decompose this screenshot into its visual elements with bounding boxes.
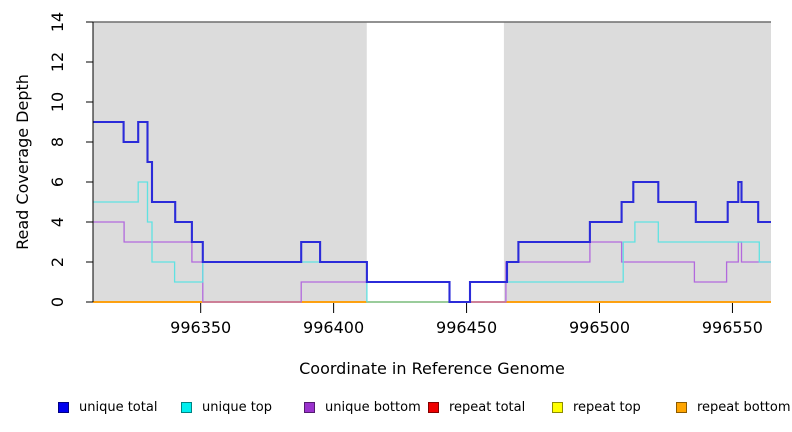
legend-swatch-repeat-total (428, 401, 439, 413)
y-tick-label: 8 (48, 137, 67, 147)
legend-label: unique top (202, 399, 273, 415)
y-tick-label: 12 (48, 52, 67, 72)
y-tick-label: 6 (48, 177, 67, 187)
legend-label: repeat total (449, 399, 526, 415)
legend-item-repeat-top: repeat top (552, 398, 641, 416)
legend-label: unique total (79, 399, 158, 415)
series-lines-layer (93, 120, 771, 304)
axes-layer: 0 2 4 6 8 10 12 14 996350 996400 996450 996500 99655… (48, 12, 763, 337)
y-tick-label: 2 (48, 257, 67, 267)
y-tick-label: 4 (48, 217, 67, 227)
y-tick-label: 10 (48, 92, 67, 112)
legend-label: repeat bottom (697, 399, 791, 415)
shaded-region-left (93, 22, 367, 302)
legend-swatch-repeat-top (552, 401, 563, 413)
legend-item-unique-total: unique total (58, 398, 157, 416)
gap-region (366, 22, 504, 302)
legend: unique total unique top unique bottom repea… (0, 398, 792, 422)
x-tick-label: 996500 (569, 318, 630, 337)
legend-label: unique bottom (325, 399, 421, 415)
legend-swatch-unique-top (181, 401, 192, 413)
y-tick-label: 0 (48, 297, 67, 307)
legend-item-unique-bottom: unique bottom (304, 398, 421, 416)
legend-swatch-unique-bottom (304, 401, 315, 413)
legend-swatch-repeat-bottom (676, 401, 687, 413)
y-tick-label: 14 (48, 12, 67, 32)
series-unique-bottom-line (93, 221, 771, 303)
legend-label: repeat top (573, 399, 641, 415)
x-tick-label: 996400 (303, 318, 364, 337)
x-tick-label: 996450 (436, 318, 497, 337)
legend-item-repeat-total: repeat total (428, 398, 525, 416)
legend-item-unique-top: unique top (181, 398, 272, 416)
shaded-region-right (503, 22, 771, 302)
y-axis-title: Read Coverage Depth (13, 74, 32, 250)
x-axis-title: Coordinate in Reference Genome (299, 359, 565, 378)
x-tick-label: 996350 (170, 318, 231, 337)
series-unique-total-line (93, 120, 771, 304)
x-tick-label: 996550 (702, 318, 763, 337)
plot-background-layer (93, 21, 771, 302)
legend-item-repeat-bottom: repeat bottom (676, 398, 791, 416)
legend-swatch-unique-total (58, 401, 69, 413)
